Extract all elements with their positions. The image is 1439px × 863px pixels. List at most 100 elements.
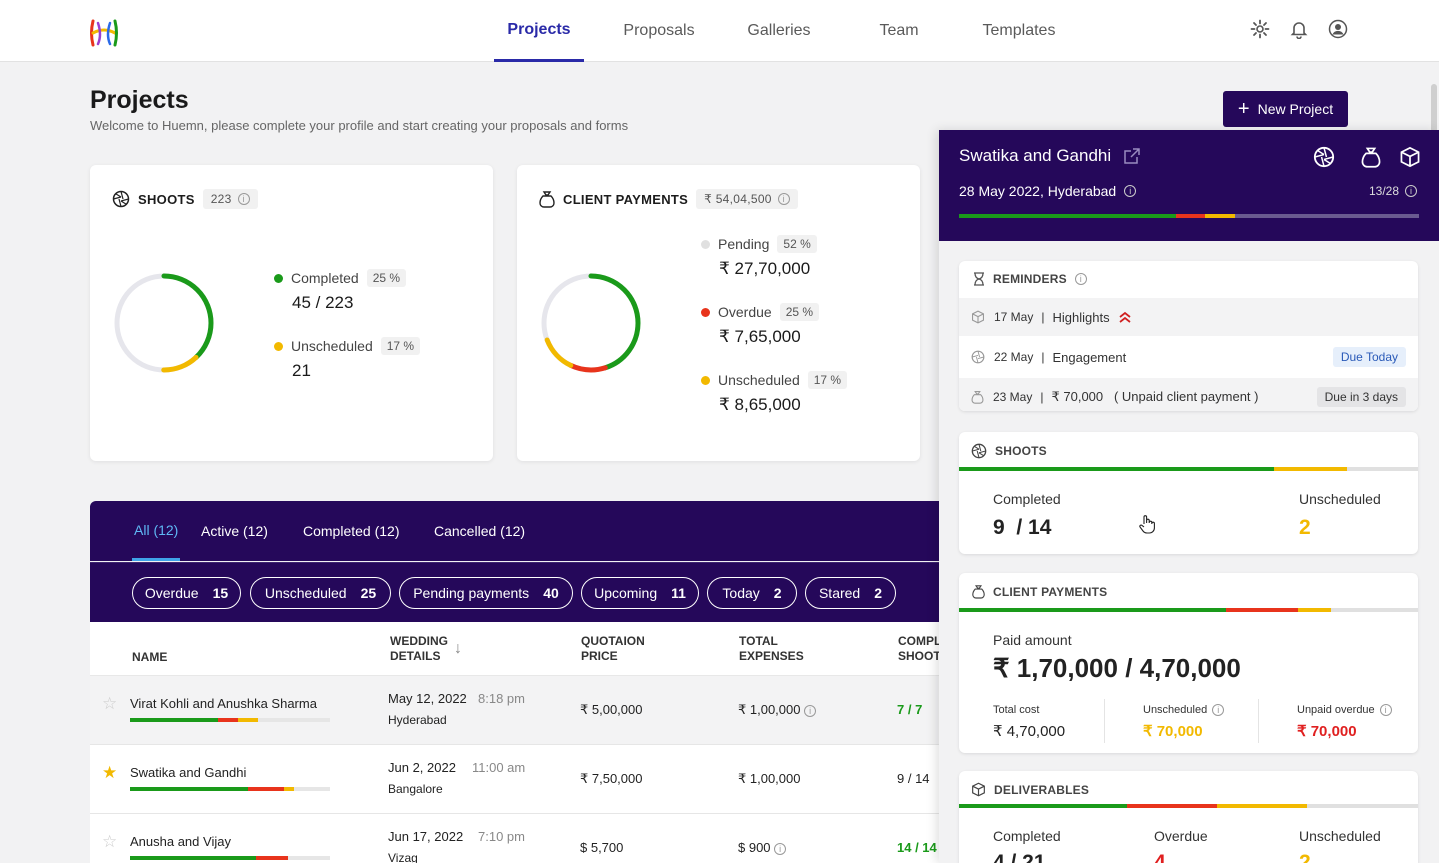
payments-total: ₹ 54,04,500 [704,192,772,206]
shoots-title: SHOOTS [995,444,1047,458]
nav-proposals[interactable]: Proposals [623,22,695,39]
info-icon[interactable]: i [777,193,790,205]
info-icon[interactable]: i [774,843,787,855]
table-row[interactable]: ☆ Anusha and Vijay Jun 17, 2022 7:10 pm … [90,814,950,863]
row-name[interactable]: Swatika and Gandhi [130,765,247,780]
chip-label: Pending payments [413,585,530,601]
legend-percent: 25 % [779,303,820,321]
chip-count: 25 [360,585,377,601]
progress-unscheduled [284,787,294,791]
reminders-card: REMINDERS i 17 May | Highlights 22 May |… [959,261,1418,411]
reminder-label: Highlights [1052,309,1110,325]
filter-pending-payments[interactable]: Pending payments 40 [399,577,573,609]
col-total-expenses[interactable]: TOTAL EXPENSES [739,634,804,664]
legend-percent: 52 % [777,235,817,253]
chip-label: Overdue [144,585,199,601]
filter-overdue[interactable]: Overdue 15 [132,577,241,609]
reminder-label: ₹ 70,000 ( Unpaid client payment ) [1051,389,1259,404]
reminder-item[interactable]: 22 May | Engagement Due Today [959,338,1418,376]
nav-projects[interactable]: Projects [494,0,584,62]
box-icon[interactable] [1399,146,1421,168]
info-icon[interactable]: i [1074,273,1087,285]
completed-label: Completed [993,828,1061,844]
shoots-unscheduled-legend: Unscheduled 17 % 21 [274,337,421,381]
panel-subtitle: 28 May 2022, Hyderabad [959,183,1117,199]
row-name[interactable]: Anusha and Vijay [130,834,231,849]
tab-completed[interactable]: Completed (12) [303,523,400,539]
col-name[interactable]: NAME [132,650,168,664]
gear-icon[interactable] [1249,18,1271,40]
star-icon[interactable]: ★ [102,763,118,782]
tab-all[interactable]: All (12) [132,501,181,561]
divider [1104,699,1105,743]
info-icon[interactable]: i [1212,704,1225,716]
col-label: QUOTAION [581,634,645,648]
col-label: SHOOT [898,649,941,663]
col-label: EXPENSES [739,649,804,663]
filter-today[interactable]: Today 2 [707,577,797,609]
star-icon[interactable]: ☆ [102,694,118,713]
panel-payments-card: CLIENT PAYMENTS Paid amount ₹ 1,70,000 /… [959,573,1418,753]
row-city: Vizag [388,851,418,863]
info-icon[interactable]: i [1405,185,1418,197]
tab-active[interactable]: Active (12) [201,523,268,539]
bell-icon[interactable] [1288,18,1310,40]
progress-overdue [1127,804,1217,808]
row-name[interactable]: Virat Kohli and Anushka Sharma [130,696,317,711]
page-scrollbar[interactable] [1431,84,1437,154]
row-expenses: ₹ 1,00,000 [738,771,801,787]
nav-templates[interactable]: Templates [982,22,1056,39]
info-icon[interactable]: i [1379,704,1392,716]
progress-overdue [256,856,288,860]
table-row[interactable]: ☆ Virat Kohli and Anushka Sharma May 12,… [90,676,950,745]
user-avatar-icon[interactable] [1327,18,1349,40]
huemn-logo-icon[interactable] [88,17,120,49]
col-label: WEDDING [390,634,448,648]
box-icon [972,310,984,324]
reminder-item[interactable]: 17 May | Highlights [959,298,1418,336]
shoots-progress-bar [959,467,1418,471]
shoots-count: 223 [210,192,232,206]
legend-value: ₹ 8,65,000 [719,395,801,414]
external-link-icon[interactable] [1123,147,1141,165]
row-shoot: 7 / 7 [897,702,923,717]
unscheduled-label-row: Unscheduled i [1143,704,1225,716]
filter-upcoming[interactable]: Upcoming 11 [581,577,699,609]
info-icon[interactable]: i [237,193,250,205]
nav-galleries[interactable]: Galleries [747,22,811,39]
completed-value: 4 / 21 [993,851,1046,863]
info-icon[interactable]: i [804,705,817,717]
ring-segment-paid [541,273,641,373]
reminder-separator: | [1040,390,1044,404]
reminder-separator: | [1041,310,1045,324]
nav-team[interactable]: Team [879,22,919,39]
legend-dot [701,375,710,385]
col-completed-shoot[interactable]: COMPL SHOOT [898,634,941,664]
aperture-icon[interactable] [1313,146,1335,168]
payments-pending-legend: Pending 52 % ₹ 27,70,000 [701,235,817,279]
money-bag-icon[interactable] [1361,146,1381,168]
ring-segment-completed [114,273,214,373]
row-city: Bangalore [388,782,443,796]
reminder-item[interactable]: 23 May | ₹ 70,000 ( Unpaid client paymen… [959,378,1418,411]
progress-overdue [218,718,238,722]
info-icon[interactable]: i [1124,185,1137,197]
star-icon[interactable]: ☆ [102,832,118,851]
unscheduled-label: Unscheduled [1143,704,1208,716]
overdue-value: 4 [1154,851,1166,863]
col-quotation-price[interactable]: QUOTAION PRICE [581,634,645,664]
sort-arrow-icon[interactable]: ↓ [454,640,462,657]
filter-unscheduled[interactable]: Unscheduled 25 [250,577,391,609]
filter-stared[interactable]: Stared 2 [805,577,896,609]
expenses-value: ₹ 1,00,000 [738,702,801,717]
money-bag-icon [971,391,984,404]
tab-cancelled[interactable]: Cancelled (12) [434,523,526,539]
col-wedding-details[interactable]: WEDDING DETAILS [390,634,448,664]
progress-unscheduled [1298,608,1331,612]
progress-overdue [1226,608,1298,612]
ring-segment-overdue [541,273,641,373]
shoots-count-badge: 223 i [202,189,258,209]
row-expenses: $ 900 i [738,840,787,855]
table-row[interactable]: ★ Swatika and Gandhi Jun 2, 2022 11:00 a… [90,745,950,814]
new-project-button[interactable]: + New Project [1223,91,1348,127]
